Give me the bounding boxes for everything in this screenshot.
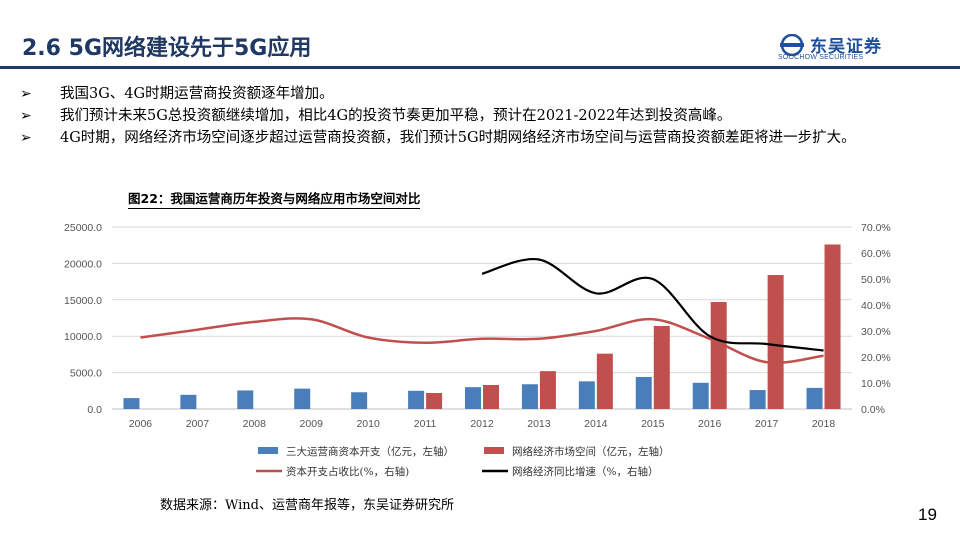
bar-market <box>824 244 841 409</box>
y-right-tick-label: 40.0% <box>861 300 891 312</box>
bullet-text: 我们预计未来5G总投资额继续增加，相比4G的投资节奏更加平稳，预计在2021-2… <box>60 108 732 124</box>
bullet-item: ➢ 4G时期，网络经济市场空间逐步超过运营商投资额，我们预计5G时期网络经济市场… <box>20 127 930 149</box>
bullet-item: ➢ 我国3G、4G时期运营商投资额逐年增加。 <box>20 83 930 105</box>
y-right-tick-label: 60.0% <box>861 248 891 260</box>
y-right-tick-label: 0.0% <box>861 404 885 416</box>
legend-label: 网络经济同比增速（%，右轴） <box>512 465 658 478</box>
y-left-tick-label: 25000.0 <box>64 222 102 234</box>
bar-capex <box>692 382 709 409</box>
legend-label: 网络经济市场空间（亿元，左轴） <box>512 445 670 458</box>
bar-capex <box>578 381 595 409</box>
bar-market <box>596 353 613 409</box>
title-divider <box>0 66 960 69</box>
x-tick-label: 2011 <box>414 418 437 430</box>
figure-title: 图22：我国运营商历年投资与网络应用市场空间对比 <box>128 188 421 209</box>
bar-market <box>483 384 499 409</box>
line-market-growth <box>481 257 824 352</box>
bar-capex <box>635 376 652 409</box>
y-right-tick-label: 10.0% <box>861 378 891 390</box>
bullet-text: 4G时期，网络经济市场空间逐步超过运营商投资额，我们预计5G时期网络经济市场空间… <box>60 130 856 146</box>
bar-market <box>539 371 556 409</box>
bar-market <box>426 392 443 409</box>
x-tick-label: 2007 <box>186 418 210 430</box>
bar-capex <box>351 392 368 409</box>
bar-capex <box>521 384 538 409</box>
source-note: 数据来源：Wind、运营商年报等，东吴证券研究所 <box>160 498 454 513</box>
company-logo: 东吴证券 SOOCHOW SECURITIES <box>778 33 928 63</box>
bar-capex <box>465 387 481 409</box>
bar-capex <box>123 398 140 409</box>
legend-label: 资本开支占收比(%，右轴) <box>286 465 409 478</box>
x-tick-label: 2017 <box>755 418 779 430</box>
bar-capex <box>749 390 766 409</box>
x-tick-label: 2008 <box>243 418 267 430</box>
bar-market <box>767 275 784 409</box>
logo-text-cn: 东吴证券 <box>810 37 882 57</box>
line-capex-ratio <box>140 317 824 365</box>
y-right-tick-label: 70.0% <box>861 222 891 234</box>
x-tick-label: 2012 <box>470 418 494 430</box>
bar-capex <box>180 394 197 409</box>
y-left-tick-label: 0.0 <box>87 404 102 416</box>
x-tick-label: 2015 <box>641 418 665 430</box>
x-tick-label: 2018 <box>812 418 836 430</box>
bar-capex <box>237 390 254 409</box>
x-tick-label: 2013 <box>527 418 551 430</box>
y-right-tick-label: 30.0% <box>861 326 891 338</box>
bullet-arrow-icon: ➢ <box>20 130 32 146</box>
y-left-tick-label: 10000.0 <box>64 331 102 343</box>
x-tick-label: 2006 <box>129 418 153 430</box>
bar-market <box>653 326 670 409</box>
bullet-text: 我国3G、4G时期运营商投资额逐年增加。 <box>60 86 334 102</box>
bullet-item: ➢ 我们预计未来5G总投资额继续增加，相比4G的投资节奏更加平稳，预计在2021… <box>20 105 930 127</box>
x-tick-label: 2010 <box>356 418 380 430</box>
bar-capex <box>806 387 823 409</box>
y-left-tick-label: 20000.0 <box>64 258 102 270</box>
logo-text-en: SOOCHOW SECURITIES <box>778 54 864 61</box>
logo-mark-icon <box>780 34 804 56</box>
bullet-list: ➢ 我国3G、4G时期运营商投资额逐年增加。 ➢ 我们预计未来5G总投资额继续增… <box>20 83 930 149</box>
investment-chart: 0.0 5000.0 10000.0 15000.0 20000.0 25000.0 0.0… <box>64 222 891 478</box>
legend-label: 三大运营商资本开支（亿元，左轴） <box>286 445 454 458</box>
x-tick-label: 2016 <box>698 418 722 430</box>
y-right-tick-label: 50.0% <box>861 274 891 286</box>
y-left-tick-label: 15000.0 <box>64 295 102 307</box>
y-left-tick-label: 5000.0 <box>70 368 102 380</box>
page-number: 19 <box>918 505 937 524</box>
legend-swatch <box>484 447 504 454</box>
x-tick-label: 2014 <box>584 418 608 430</box>
bullet-arrow-icon: ➢ <box>20 86 32 102</box>
legend-swatch <box>258 447 278 454</box>
bullet-arrow-icon: ➢ <box>20 108 32 124</box>
bar-capex <box>408 390 425 409</box>
x-tick-label: 2009 <box>300 418 324 430</box>
y-right-tick-label: 20.0% <box>861 352 891 364</box>
bar-capex <box>294 388 311 409</box>
page-title: 2.6 5G网络建设先于5G应用 <box>22 36 312 61</box>
bar-market <box>710 301 727 409</box>
